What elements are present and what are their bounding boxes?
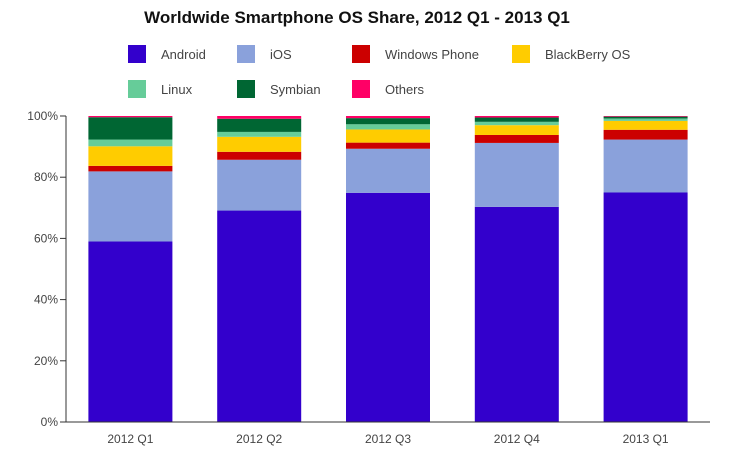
legend-swatch-blackberry-os	[512, 45, 530, 63]
bar-segment-ios-2012-q2	[217, 159, 302, 211]
bar-group-2012-q4: 2012 Q4	[474, 116, 559, 446]
bar-segment-linux-2012-q4	[474, 121, 559, 126]
bar-group-2012-q1: 2012 Q1	[88, 116, 173, 446]
bar-segment-ios-2012-q1	[88, 171, 173, 242]
bar-segment-ios-2013-q1	[603, 139, 688, 193]
legend-swatch-android	[128, 45, 146, 63]
legend-swatch-linux	[128, 80, 146, 98]
y-tick-label: 40%	[34, 293, 58, 307]
legend-swatch-windows-phone	[352, 45, 370, 63]
bar-segment-windows-phone-2012-q1	[88, 165, 173, 172]
legend-item-android: Android	[128, 45, 206, 63]
bar-segment-windows-phone-2013-q1	[603, 129, 688, 140]
x-tick-label: 2013 Q1	[623, 432, 669, 446]
legend-item-symbian: Symbian	[237, 80, 321, 98]
legend: Android iOS Windows Phone BlackBerry OS Linu…	[128, 45, 631, 98]
legend-label-ios: iOS	[270, 47, 292, 62]
bar-segment-android-2012-q1	[88, 241, 173, 422]
legend-label-windows-phone: Windows Phone	[385, 47, 479, 62]
bar-segment-android-2012-q3	[346, 192, 430, 422]
bar-segment-android-2012-q2	[217, 210, 302, 422]
bar-segment-others-2012-q2	[217, 116, 302, 119]
legend-label-linux: Linux	[161, 82, 193, 97]
x-tick-label: 2012 Q3	[365, 432, 411, 446]
legend-label-android: Android	[161, 47, 206, 62]
bar-segment-blackberry-os-2013-q1	[603, 120, 688, 130]
legend-label-blackberry-os: BlackBerry OS	[545, 47, 631, 62]
bar-segment-linux-2012-q1	[88, 139, 173, 147]
legend-swatch-symbian	[237, 80, 255, 98]
bar-segment-blackberry-os-2012-q4	[474, 125, 559, 135]
legend-item-blackberry-os: BlackBerry OS	[512, 45, 631, 63]
x-tick-label: 2012 Q1	[107, 432, 153, 446]
bars: 2012 Q1 2012 Q2 2012 Q3 2012 Q4 2013 Q1	[88, 116, 688, 446]
bar-segment-android-2013-q1	[603, 192, 688, 422]
legend-swatch-others	[352, 80, 370, 98]
y-tick-label: 20%	[34, 354, 58, 368]
bar-segment-symbian-2012-q3	[346, 118, 430, 125]
bar-segment-ios-2012-q4	[474, 142, 559, 207]
bar-segment-linux-2013-q1	[603, 118, 688, 121]
bar-segment-linux-2012-q2	[217, 131, 302, 137]
bar-segment-android-2012-q4	[474, 206, 559, 422]
legend-label-symbian: Symbian	[270, 82, 321, 97]
legend-item-linux: Linux	[128, 80, 193, 98]
x-tick-label: 2012 Q4	[494, 432, 540, 446]
bar-segment-ios-2012-q3	[346, 148, 430, 193]
bar-segment-blackberry-os-2012-q2	[217, 136, 302, 152]
bar-segment-linux-2012-q3	[346, 124, 430, 130]
legend-swatch-ios	[237, 45, 255, 63]
bar-group-2012-q3: 2012 Q3	[346, 116, 430, 446]
y-tick-label: 100%	[27, 109, 58, 123]
bar-segment-symbian-2013-q1	[603, 116, 688, 119]
bar-segment-symbian-2012-q2	[217, 118, 302, 132]
y-tick-label: 0%	[41, 415, 59, 429]
bar-segment-symbian-2012-q1	[88, 117, 173, 140]
y-tick-label: 80%	[34, 170, 58, 184]
chart-title: Worldwide Smartphone OS Share, 2012 Q1 -…	[144, 8, 570, 27]
bar-segment-others-2012-q4	[474, 116, 559, 118]
bar-segment-others-2012-q1	[88, 116, 173, 118]
bar-segment-windows-phone-2012-q4	[474, 134, 559, 143]
bar-segment-windows-phone-2012-q3	[346, 142, 430, 149]
bar-segment-windows-phone-2012-q2	[217, 151, 302, 160]
x-tick-label: 2012 Q2	[236, 432, 282, 446]
bar-segment-blackberry-os-2012-q1	[88, 146, 173, 166]
bar-segment-others-2013-q1	[603, 116, 688, 117]
legend-item-ios: iOS	[237, 45, 292, 63]
bar-segment-others-2012-q3	[346, 116, 430, 119]
legend-label-others: Others	[385, 82, 425, 97]
bar-group-2013-q1: 2013 Q1	[603, 116, 688, 446]
bar-group-2012-q2: 2012 Q2	[217, 116, 302, 446]
bar-segment-blackberry-os-2012-q3	[346, 129, 430, 143]
axes: 0% 20% 40% 60% 80% 100%	[27, 109, 710, 429]
legend-item-others: Others	[352, 80, 425, 98]
legend-item-windows-phone: Windows Phone	[352, 45, 479, 63]
bar-segment-symbian-2012-q4	[474, 117, 559, 122]
y-tick-label: 60%	[34, 231, 58, 245]
